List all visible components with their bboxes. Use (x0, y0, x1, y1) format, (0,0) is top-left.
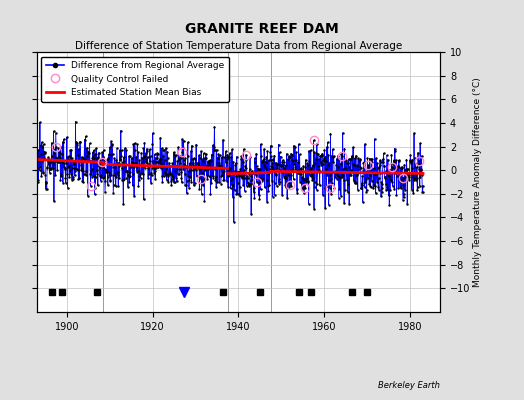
Y-axis label: Monthly Temperature Anomaly Difference (°C): Monthly Temperature Anomaly Difference (… (473, 77, 482, 287)
Text: Berkeley Earth: Berkeley Earth (378, 381, 440, 390)
Title: Difference of Station Temperature Data from Regional Average: Difference of Station Temperature Data f… (75, 41, 402, 51)
Text: GRANITE REEF DAM: GRANITE REEF DAM (185, 22, 339, 36)
